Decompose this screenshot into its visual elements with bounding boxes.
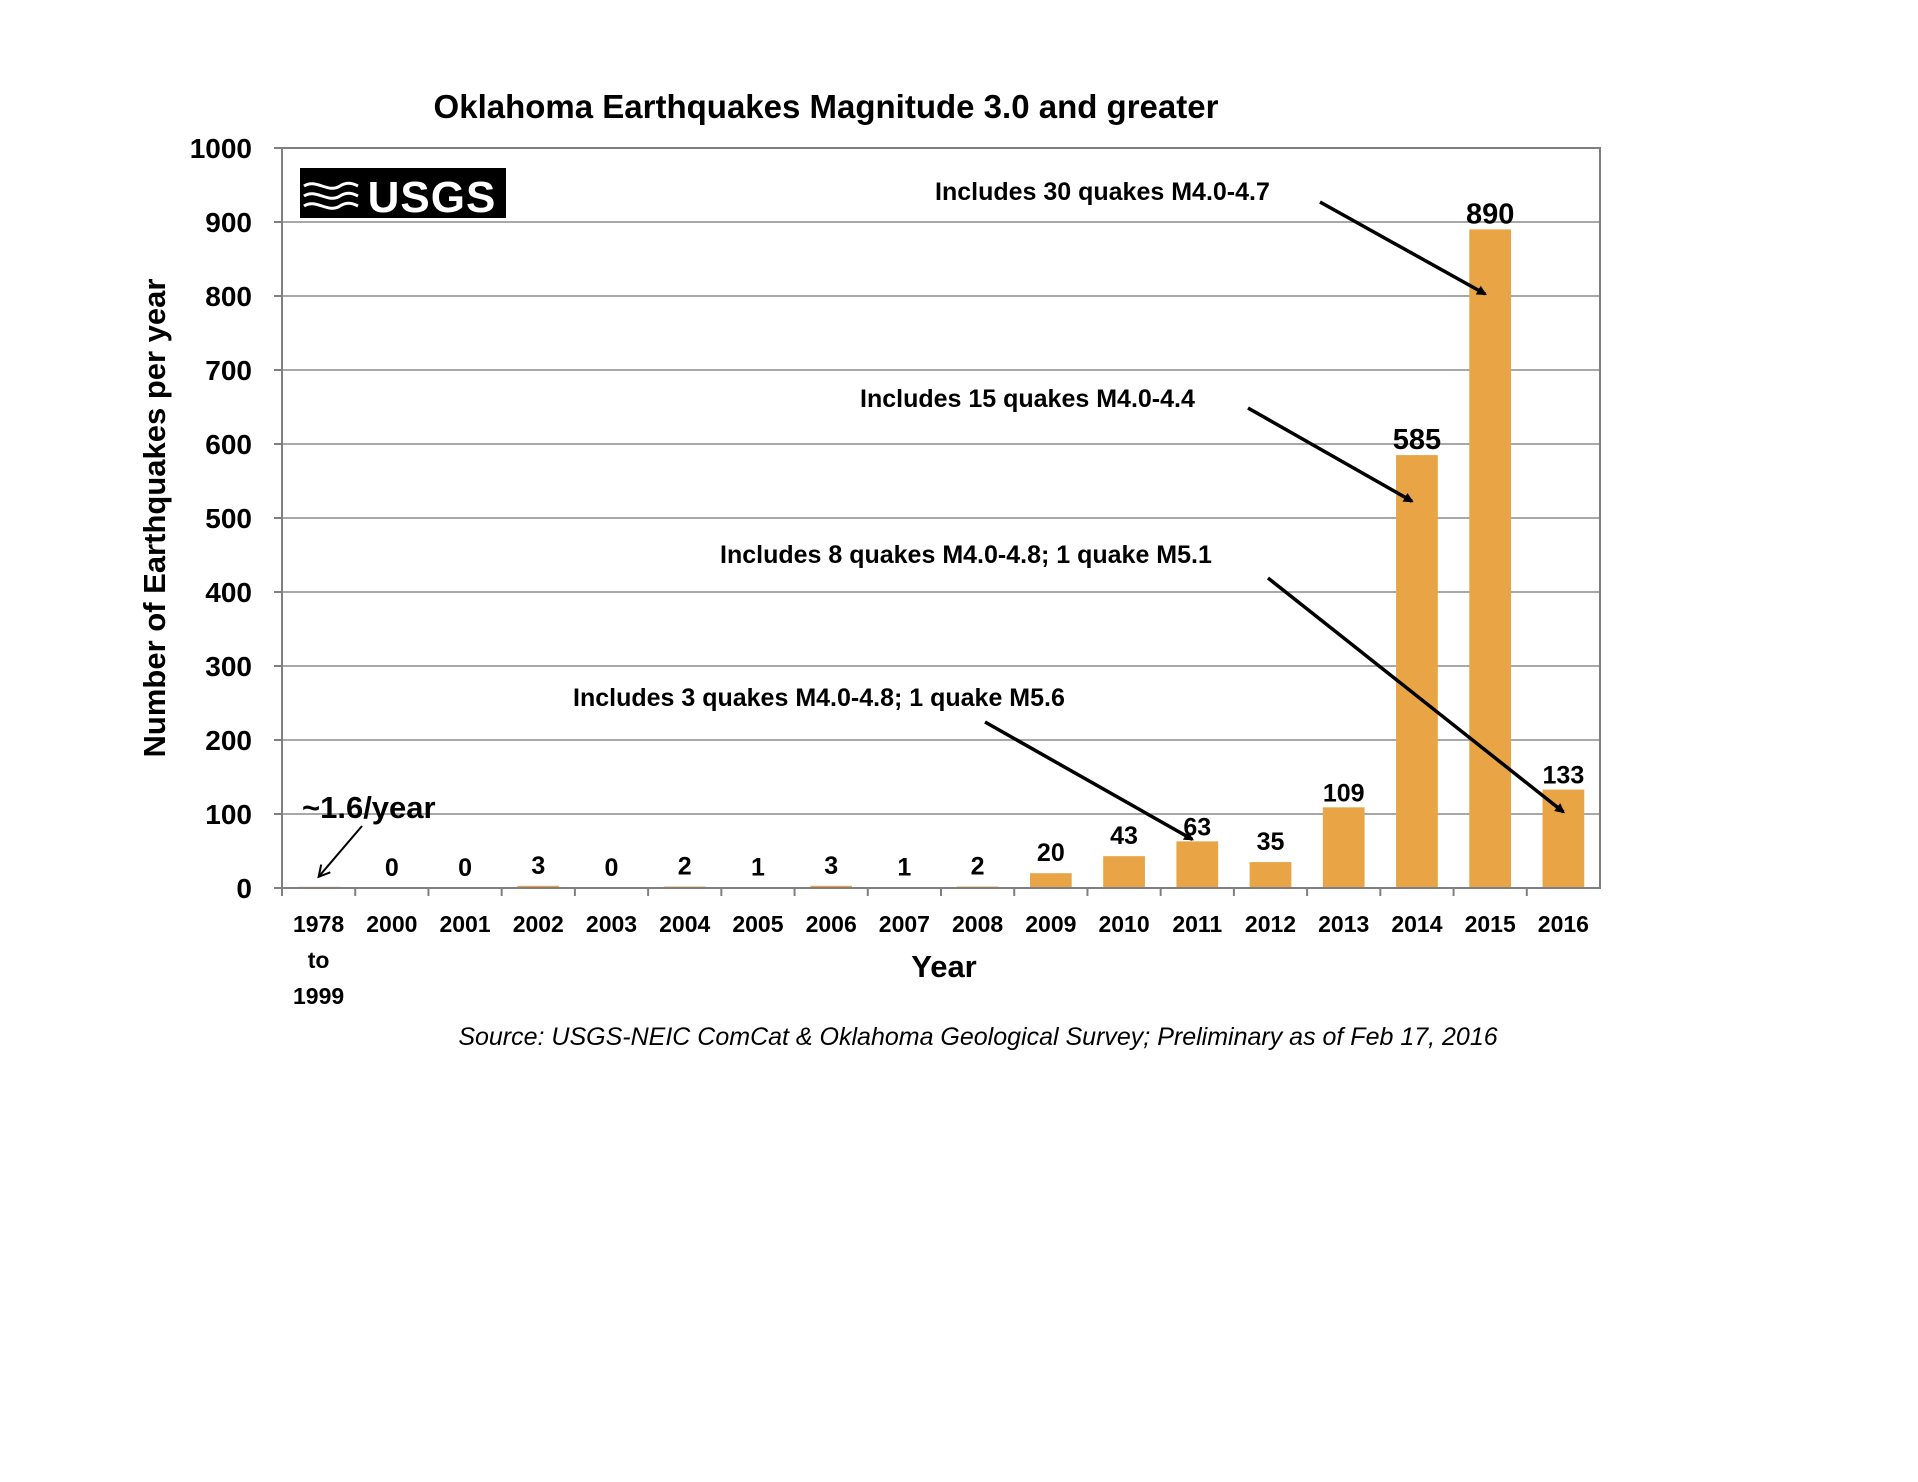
bar-2016 [1542,789,1585,888]
data-label: 0 [605,854,619,882]
annotation-text: Includes 30 quakes M4.0-4.7 [935,178,1270,206]
data-label: 109 [1323,779,1365,807]
x-tick-label: 2013 [1318,911,1369,937]
data-label: 1 [751,853,765,881]
y-tick-label: 300 [205,651,252,682]
x-tick-label: 2006 [806,911,857,937]
annotation-arrow [984,720,1195,841]
x-tick-label: 2001 [439,911,490,937]
x-tick-label: 1999 [293,983,344,1009]
x-tick-label: 2008 [952,911,1003,937]
bar-2011 [1176,841,1219,888]
data-label: 43 [1110,822,1138,850]
x-tick-label: 2002 [513,911,564,937]
usgs-logo-text: USGS [368,173,497,222]
bar-2010 [1103,856,1145,888]
x-tick-label: 2009 [1025,911,1076,937]
annotation-arrow [319,825,363,877]
y-tick-label: 1000 [190,133,252,164]
data-label: 0 [458,854,472,882]
annotation-arrow [1247,406,1414,503]
x-tick-label: 2016 [1538,911,1589,937]
x-tick-label: 2007 [879,911,930,937]
chart-title: Oklahoma Earthquakes Magnitude 3.0 and g… [434,88,1219,125]
x-tick-label: 2014 [1391,911,1442,937]
data-label: 585 [1393,424,1441,456]
annotation-arrow [1319,200,1487,296]
data-label: 20 [1037,839,1065,867]
data-label: 1 [897,853,911,881]
y-tick-label: 400 [205,577,252,608]
y-tick-label: 500 [205,503,252,534]
x-tick-label: 2011 [1172,911,1222,937]
x-tick-label: 2003 [586,911,637,937]
data-label: 35 [1257,828,1285,856]
bar-2009 [1029,873,1072,888]
y-tick-label: 600 [205,429,252,460]
data-label: 3 [824,852,838,880]
y-tick-label: 700 [205,355,252,386]
annotation-text: ~1.6/year [302,790,436,825]
x-axis-label: Year [911,949,977,984]
x-tick-label: 2015 [1465,911,1516,937]
data-label: 2 [971,853,985,881]
x-tick-label: to [308,947,330,973]
bar-2013 [1322,807,1365,888]
x-tick-label: 2005 [732,911,783,937]
x-tick-label: 1978 [293,911,344,937]
annotation-text: Includes 8 quakes M4.0-4.8; 1 quake M5.1 [720,541,1212,569]
bar-2014 [1396,455,1438,888]
bar-2002 [517,885,560,888]
gridlines [282,221,1600,815]
x-tick-label: 2000 [366,911,417,937]
annotation-text: Includes 15 quakes M4.0-4.4 [860,385,1195,413]
annotation-arrow [1266,576,1565,814]
y-axis-label: Number of Earthquakes per year [137,279,172,758]
y-tick-label: 0 [236,873,252,904]
bar-2012 [1249,862,1292,888]
source-note: Source: USGS-NEIC ComCat & Oklahoma Geol… [458,1023,1497,1051]
usgs-logo: USGS [300,168,506,222]
bar-2006 [810,885,853,888]
bars [297,229,1585,888]
data-label: 133 [1543,762,1585,790]
data-label: 2 [678,853,692,881]
annotation-text: Includes 3 quakes M4.0-4.8; 1 quake M5.6 [573,684,1065,712]
annotations: ~1.6/year Includes 3 quakes M4.0-4.8; 1 q… [302,178,1565,877]
data-label: 890 [1466,198,1514,230]
x-tick-labels: 1978 to 1999 2000 2001 2002 2003 2004 2005 2006 20… [281,888,1589,1009]
y-tick-label: 900 [205,207,252,238]
y-tick-label: 200 [205,725,252,756]
x-tick-label: 2012 [1245,911,1296,937]
x-tick-label: 2004 [659,911,710,937]
y-tick-label: 800 [205,281,252,312]
data-label: 3 [531,852,545,880]
x-tick-label: 2010 [1098,911,1149,937]
data-label: 0 [385,854,399,882]
y-tick-label: 100 [205,799,252,830]
y-tick-labels: 0 100 200 300 400 500 600 700 800 900 1000 [190,133,282,904]
bar-2015 [1469,229,1512,888]
